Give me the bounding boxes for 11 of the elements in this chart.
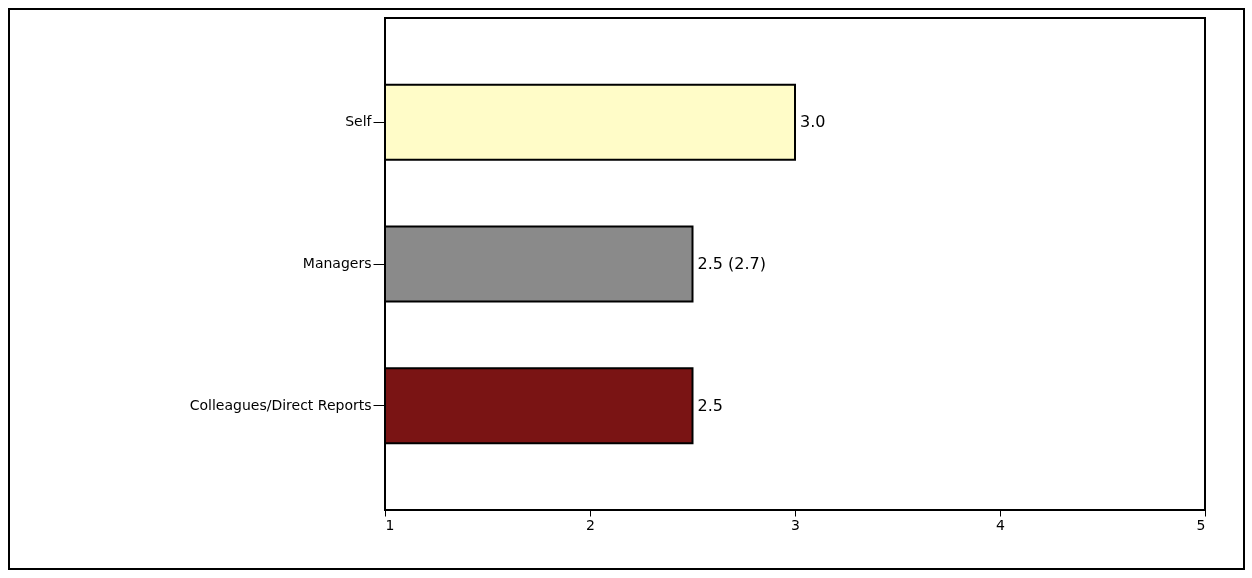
y-tick-label: Managers: [302, 255, 372, 271]
data-label: 2.5 (2.7): [697, 254, 766, 273]
y-tick-label: Colleagues/Direct Reports: [189, 396, 372, 413]
data-label: 3.0: [800, 112, 826, 132]
x-tick-label: 4: [996, 516, 1006, 533]
x-tick-label: 5: [1196, 516, 1206, 533]
x-tick-label: 2: [586, 516, 595, 533]
y-tick-label: Self: [345, 113, 373, 130]
x-tick-label: 1: [385, 516, 395, 533]
x-tick-label: 3: [791, 516, 800, 533]
data-label: 2.5: [697, 395, 723, 415]
